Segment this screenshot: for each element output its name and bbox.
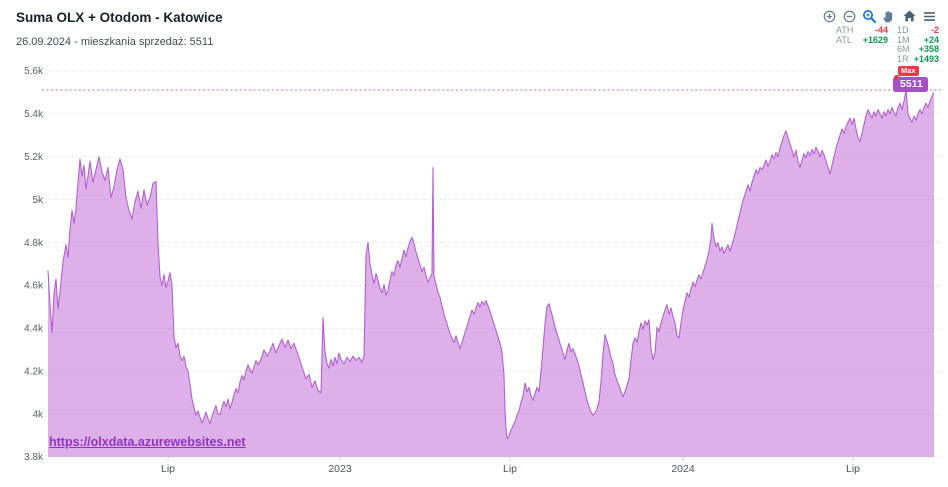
stat-row-1r: 1R +1493 bbox=[897, 53, 939, 65]
y-tick-label: 4.2k bbox=[24, 366, 44, 377]
stat-label-6m: 6M bbox=[897, 44, 910, 55]
stat-value-1d: -2 bbox=[930, 25, 939, 35]
y-tick-label: 5k bbox=[32, 195, 44, 206]
stat-label-1m: 1M bbox=[897, 34, 910, 45]
y-tick-label: 4.8k bbox=[24, 238, 44, 249]
stat-value-1m: +24 bbox=[923, 34, 939, 45]
x-tick-label: 2023 bbox=[328, 463, 352, 475]
y-tick-label: 3.8k bbox=[24, 452, 44, 463]
y-tick-label: 4k bbox=[32, 409, 44, 420]
home-reset-icon[interactable] bbox=[901, 8, 918, 24]
max-point-marker bbox=[894, 75, 899, 80]
stat-row-atl: ATL +1629 bbox=[836, 34, 888, 46]
y-tick-label: 4.4k bbox=[24, 324, 44, 335]
pan-hand-icon[interactable] bbox=[881, 8, 898, 24]
max-badge: Max bbox=[898, 66, 919, 76]
stat-value-6m: +358 bbox=[918, 44, 939, 55]
stat-value-ath: -44 bbox=[874, 25, 888, 35]
stat-row-6m: 6M +358 bbox=[897, 45, 939, 55]
stat-value-1r: +1493 bbox=[913, 53, 939, 64]
stat-value-atl: +1629 bbox=[862, 34, 888, 45]
modebar bbox=[821, 8, 938, 24]
stat-label-ath: ATH bbox=[836, 25, 854, 35]
y-tick-label: 5.2k bbox=[24, 152, 44, 163]
x-tick-label: Lip bbox=[503, 463, 517, 475]
zoom-out-icon[interactable] bbox=[841, 8, 858, 24]
stats-panel: ATH -44 ATL +1629 1D -2 1M +24 6M +358 1 bbox=[836, 25, 939, 65]
area-fill bbox=[48, 90, 934, 457]
stats-column-periods: 1D -2 1M +24 6M +358 1R +1493 bbox=[897, 25, 939, 65]
box-zoom-icon[interactable] bbox=[861, 8, 878, 24]
stat-label-1d: 1D bbox=[897, 25, 909, 35]
zoom-in-icon[interactable] bbox=[821, 8, 838, 24]
x-tick-label: Lip bbox=[161, 463, 175, 475]
x-tick-label: Lip bbox=[846, 463, 860, 475]
watermark-link[interactable]: https://olxdata.azurewebsites.net bbox=[49, 435, 246, 449]
stats-column-extremes: ATH -44 ATL +1629 bbox=[836, 25, 888, 64]
y-tick-label: 5.6k bbox=[24, 66, 44, 77]
series-line bbox=[47, 89, 935, 440]
page-title: Suma OLX + Otodom - Katowice bbox=[16, 10, 223, 25]
stat-row-1d: 1D -2 bbox=[897, 25, 939, 36]
stat-label-1r: 1R bbox=[897, 53, 909, 64]
stat-label-atl: ATL bbox=[836, 34, 852, 45]
y-tick-label: 5.4k bbox=[24, 109, 44, 120]
stat-row-1m: 1M +24 bbox=[897, 34, 939, 46]
max-value-badge: 5511 bbox=[893, 77, 928, 92]
x-tick-label: 2024 bbox=[671, 463, 695, 475]
y-tick-label: 4.6k bbox=[24, 281, 44, 292]
chart-subtitle: 26.09.2024 - mieszkania sprzedaż: 5511 bbox=[16, 36, 214, 48]
stat-row-ath: ATH -44 bbox=[836, 25, 888, 36]
menu-icon[interactable] bbox=[921, 8, 938, 24]
